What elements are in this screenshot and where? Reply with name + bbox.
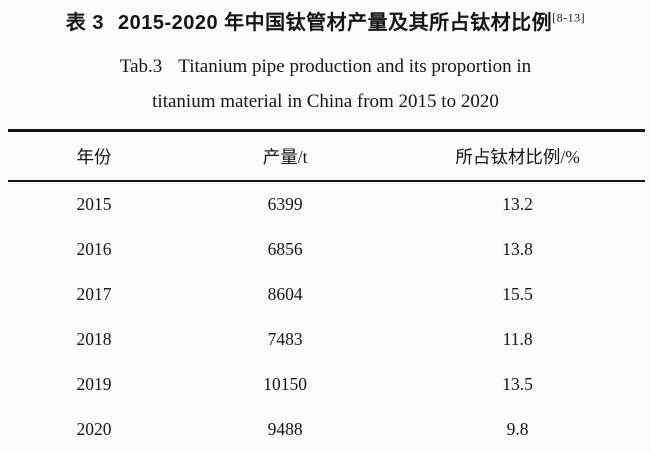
table-caption-english-line1: Tab.3 Titanium pipe production and its pr… [0, 49, 651, 84]
table-cell: 11.8 [502, 329, 533, 349]
column-header-production: 产量/t [179, 130, 391, 182]
table-cell: 8604 [267, 284, 303, 304]
data-table: 年份 产量/t 所占钛材比例/% 2015 6399 13.2 2016 6856 13.… [8, 129, 645, 452]
table-cell: 7483 [267, 329, 303, 349]
table-row: 2019 10150 13.5 [8, 362, 645, 407]
reference-superscript: [8-13] [552, 10, 586, 25]
table-cell: 2019 [76, 374, 112, 394]
table-row: 2016 6856 13.8 [8, 227, 645, 272]
table-cell: 15.5 [502, 284, 533, 304]
table-cell: 13.5 [502, 374, 533, 394]
table-row: 2020 9488 9.8 [8, 407, 645, 452]
table-cell: 2015 [76, 194, 112, 214]
table-caption-chinese: 表 3 2015-2020 年中国钛管材产量及其所占钛材比例[8-13] [0, 6, 651, 40]
table-cell: 9.8 [506, 419, 529, 439]
table-cell: 2017 [76, 284, 112, 304]
table-title-zh: 2015-2020 年中国钛管材产量及其所占钛材比例 [117, 12, 553, 34]
table-header-row: 年份 产量/t 所占钛材比例/% [8, 130, 645, 182]
table-row: 2018 7483 11.8 [8, 317, 645, 362]
table-title-en-line1: Titanium pipe production and its proport… [178, 56, 532, 77]
table-number-en: Tab.3 [119, 56, 163, 77]
table-row: 2017 8604 15.5 [8, 272, 645, 317]
table-cell: 2020 [76, 419, 112, 439]
table-title-en-line2: titanium material in China from 2015 to … [152, 91, 499, 112]
column-header-year: 年份 [8, 130, 180, 182]
table-cell: 2018 [76, 329, 112, 349]
table-caption-english-line2: titanium material in China from 2015 to … [0, 84, 651, 119]
table-cell: 2016 [76, 239, 112, 259]
table-cell: 6399 [267, 194, 303, 214]
table-cell: 6856 [267, 239, 303, 259]
table-body: 2015 6399 13.2 2016 6856 13.8 2017 8604 15.5 2018… [8, 181, 645, 452]
column-header-proportion: 所占钛材比例/% [390, 130, 645, 182]
table-cell: 10150 [263, 374, 307, 394]
table-cell: 13.2 [502, 194, 533, 214]
table-number-zh: 表 3 [65, 12, 104, 34]
table-row: 2015 6399 13.2 [8, 181, 645, 227]
table-cell: 13.8 [502, 239, 533, 259]
table-cell: 9488 [267, 419, 303, 439]
